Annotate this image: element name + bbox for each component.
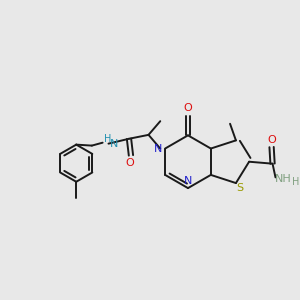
Text: O: O <box>126 158 134 168</box>
Text: H: H <box>104 134 111 144</box>
Text: N: N <box>154 143 163 154</box>
Text: S: S <box>236 183 243 193</box>
Text: O: O <box>184 103 192 113</box>
Text: H: H <box>292 177 300 187</box>
Text: N: N <box>184 176 192 186</box>
Text: N: N <box>110 139 118 148</box>
Text: O: O <box>267 135 276 145</box>
Text: NH: NH <box>275 174 292 184</box>
